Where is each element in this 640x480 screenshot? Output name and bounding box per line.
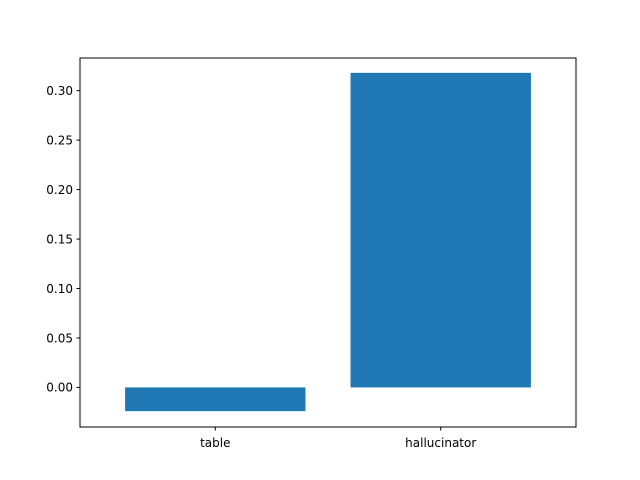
- y-tick-label: 0.15: [46, 232, 73, 246]
- x-tick-label-hallucinator: hallucinator: [405, 436, 476, 450]
- x-tick-label-table: table: [200, 436, 230, 450]
- plot-frame: [79, 57, 577, 428]
- bar-hallucinator: [350, 72, 531, 388]
- y-tick-label: 0.00: [46, 381, 73, 395]
- y-tick-label: 0.30: [46, 84, 73, 98]
- y-tick-label: 0.20: [46, 183, 73, 197]
- bar-table: [125, 387, 306, 412]
- y-tick-label: 0.10: [46, 282, 73, 296]
- y-tick-label: 0.05: [46, 331, 73, 345]
- y-tick-label: 0.25: [46, 133, 73, 147]
